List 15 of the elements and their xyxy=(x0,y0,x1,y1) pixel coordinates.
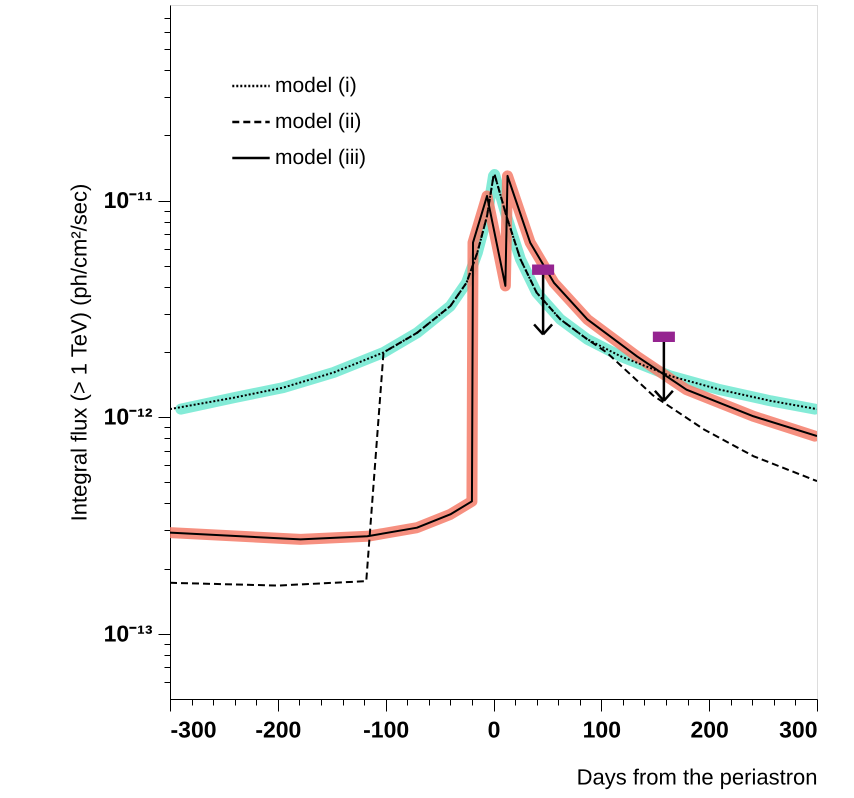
y-tick-label: 10⁻¹² xyxy=(104,404,153,430)
y-axis-title: Integral flux (> 1 TeV) (ph/cm²/sec) xyxy=(66,184,92,522)
x-tick-label: 300 xyxy=(779,716,818,742)
legend-label: model (i) xyxy=(275,74,357,97)
x-tick-label: -100 xyxy=(363,716,410,742)
x-tick-label: -300 xyxy=(170,716,217,742)
x-axis-title: Days from the periastron xyxy=(576,764,818,790)
y-tick-label: 10⁻¹³ xyxy=(104,620,153,646)
x-tick-label: 200 xyxy=(690,716,729,742)
x-tick-label: -200 xyxy=(255,716,302,742)
legend-label: model (ii) xyxy=(275,110,362,133)
x-tick-label: 0 xyxy=(488,716,500,742)
y-tick-label: 10⁻¹¹ xyxy=(104,187,152,214)
legend-label: model (iii) xyxy=(275,146,366,169)
x-tick-label: 100 xyxy=(582,716,622,742)
